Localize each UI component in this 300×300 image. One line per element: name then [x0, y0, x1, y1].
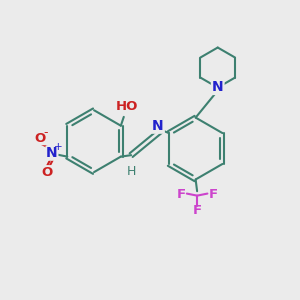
Text: O: O	[41, 166, 52, 179]
Text: F: F	[209, 188, 218, 201]
Text: H: H	[127, 165, 136, 178]
Text: +: +	[53, 142, 62, 152]
Text: F: F	[176, 188, 185, 201]
Text: N: N	[212, 80, 224, 94]
Text: -: -	[43, 126, 48, 139]
Text: N: N	[46, 146, 58, 160]
Text: F: F	[193, 204, 202, 217]
Text: O: O	[34, 132, 45, 145]
Text: HO: HO	[116, 100, 138, 113]
Text: N: N	[152, 119, 164, 133]
